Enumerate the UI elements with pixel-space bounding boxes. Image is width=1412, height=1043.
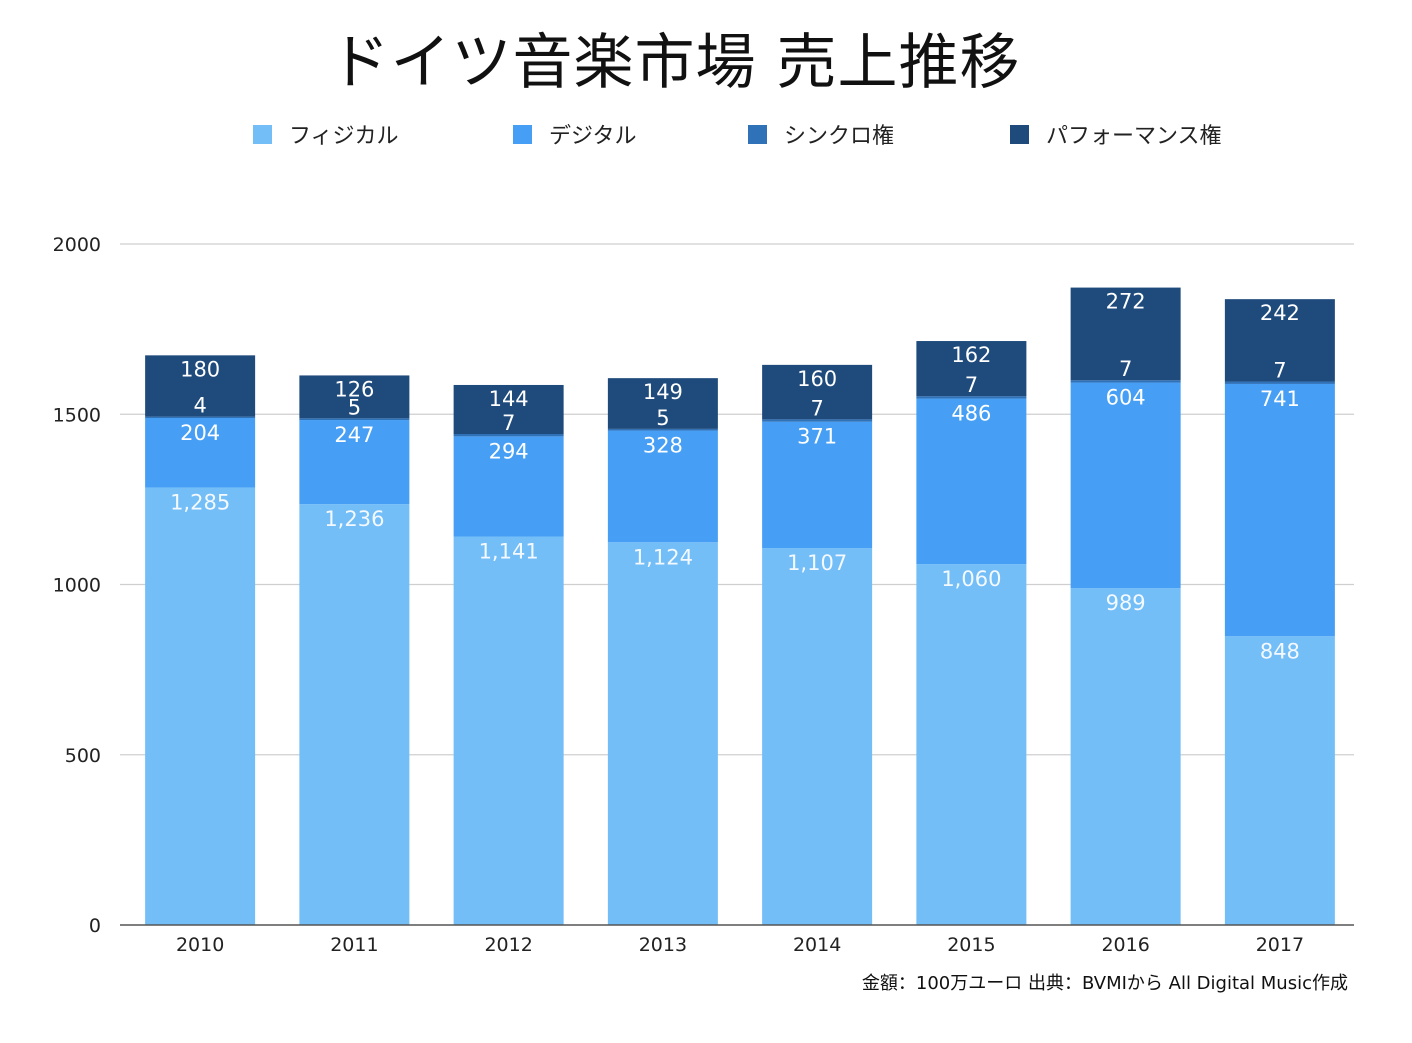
bar-segment bbox=[607, 428, 718, 431]
data-label: 1,285 bbox=[170, 490, 230, 514]
data-label: 7 bbox=[1273, 359, 1286, 383]
bar-segment bbox=[453, 384, 564, 434]
legend-swatch bbox=[253, 124, 272, 144]
legend-swatch bbox=[1010, 124, 1029, 144]
bar-segment bbox=[607, 378, 718, 429]
x-tick-label: 2011 bbox=[330, 934, 378, 956]
data-label: 7 bbox=[1119, 357, 1132, 381]
chart-title: ドイツ音楽市場 売上推移 bbox=[329, 28, 1021, 98]
x-tick-label: 2017 bbox=[1256, 934, 1304, 956]
y-tick-label: 0 bbox=[89, 915, 101, 937]
data-label: 328 bbox=[643, 434, 683, 458]
data-label: 247 bbox=[334, 423, 374, 447]
data-label: 1,124 bbox=[633, 545, 693, 569]
bar-segment bbox=[1224, 299, 1335, 382]
data-label: 162 bbox=[951, 343, 991, 367]
data-label: 741 bbox=[1260, 387, 1300, 411]
data-label: 242 bbox=[1260, 301, 1300, 325]
data-label: 1,236 bbox=[324, 507, 384, 531]
data-label: 486 bbox=[951, 402, 991, 426]
legend-label: デジタル bbox=[549, 124, 637, 149]
x-tick-label: 2016 bbox=[1101, 934, 1149, 956]
bar-segment bbox=[145, 417, 256, 488]
bar-segment bbox=[453, 536, 564, 925]
bar-segment bbox=[762, 419, 873, 422]
y-tick-label: 2000 bbox=[53, 234, 101, 256]
legend-item: デジタル bbox=[513, 118, 637, 150]
bar-segment bbox=[916, 398, 1027, 565]
data-label: 160 bbox=[797, 367, 837, 391]
data-label: 5 bbox=[656, 406, 669, 430]
bar-segment bbox=[916, 564, 1027, 925]
bar-segment bbox=[762, 364, 873, 420]
x-tick-label: 2012 bbox=[484, 934, 532, 956]
bar-segment bbox=[1224, 383, 1335, 637]
x-tick-label: 2015 bbox=[947, 934, 995, 956]
bar-segment bbox=[1070, 382, 1181, 589]
legend-label: フィジカル bbox=[289, 124, 399, 149]
data-label: 294 bbox=[489, 439, 529, 463]
bar-segment bbox=[762, 421, 873, 549]
x-tick-label: 2014 bbox=[793, 934, 841, 956]
bar-segment bbox=[1070, 588, 1181, 925]
data-label: 1,141 bbox=[479, 539, 539, 563]
data-label: 272 bbox=[1106, 290, 1146, 314]
bar-segment bbox=[145, 416, 256, 418]
bar-segment bbox=[607, 542, 718, 925]
bar-segment bbox=[299, 504, 410, 925]
bar-segment bbox=[1224, 636, 1335, 925]
data-label: 149 bbox=[643, 380, 683, 404]
bar-segment bbox=[1070, 287, 1181, 381]
data-label: 989 bbox=[1106, 591, 1146, 615]
data-label: 371 bbox=[797, 425, 837, 449]
x-tick-label: 2010 bbox=[176, 934, 224, 956]
y-tick-label: 500 bbox=[65, 745, 101, 767]
legend-label: パフォーマンス権 bbox=[1046, 124, 1222, 149]
y-tick-label: 1500 bbox=[53, 404, 101, 426]
legend-item: シンクロ権 bbox=[748, 118, 894, 150]
bar-segment bbox=[762, 548, 873, 925]
legend-swatch bbox=[513, 124, 532, 144]
bar-segment bbox=[1070, 380, 1181, 383]
bar-segment bbox=[916, 396, 1027, 399]
data-label: 7 bbox=[502, 411, 515, 435]
bar-segment bbox=[299, 418, 410, 421]
data-label: 1,060 bbox=[941, 567, 1001, 591]
data-label: 5 bbox=[348, 395, 361, 419]
bar-segment bbox=[453, 433, 564, 437]
source-note: 金額：100万ユーロ 出典：BVMIから All Digital Music作成 bbox=[861, 973, 1348, 994]
y-tick-label: 1000 bbox=[53, 575, 101, 597]
data-label: 144 bbox=[489, 387, 529, 411]
legend-item: パフォーマンス権 bbox=[1010, 118, 1222, 150]
legend-item: フィジカル bbox=[253, 118, 399, 150]
data-label: 7 bbox=[810, 396, 823, 420]
x-tick-label: 2013 bbox=[639, 934, 687, 956]
legend-label: シンクロ権 bbox=[784, 124, 895, 149]
data-label: 7 bbox=[965, 373, 978, 397]
bar-segment bbox=[453, 436, 564, 537]
bar-segment bbox=[145, 487, 256, 925]
bar-segment bbox=[1224, 381, 1335, 384]
bar-segment bbox=[916, 341, 1027, 397]
data-label: 4 bbox=[193, 394, 206, 418]
bar-segment bbox=[299, 375, 410, 419]
bar-segment bbox=[299, 420, 410, 505]
legend-swatch bbox=[748, 124, 767, 144]
legend: フィジカル デジタル シンクロ権 パフォーマンス権 bbox=[0, 118, 1412, 150]
data-label: 604 bbox=[1106, 386, 1146, 410]
data-label: 204 bbox=[180, 421, 220, 445]
data-label: 1,107 bbox=[787, 551, 847, 575]
bar-segment bbox=[145, 355, 256, 417]
data-label: 848 bbox=[1260, 639, 1300, 663]
data-label: 126 bbox=[334, 377, 374, 401]
data-label: 180 bbox=[180, 357, 220, 381]
bar-segment bbox=[607, 430, 718, 543]
